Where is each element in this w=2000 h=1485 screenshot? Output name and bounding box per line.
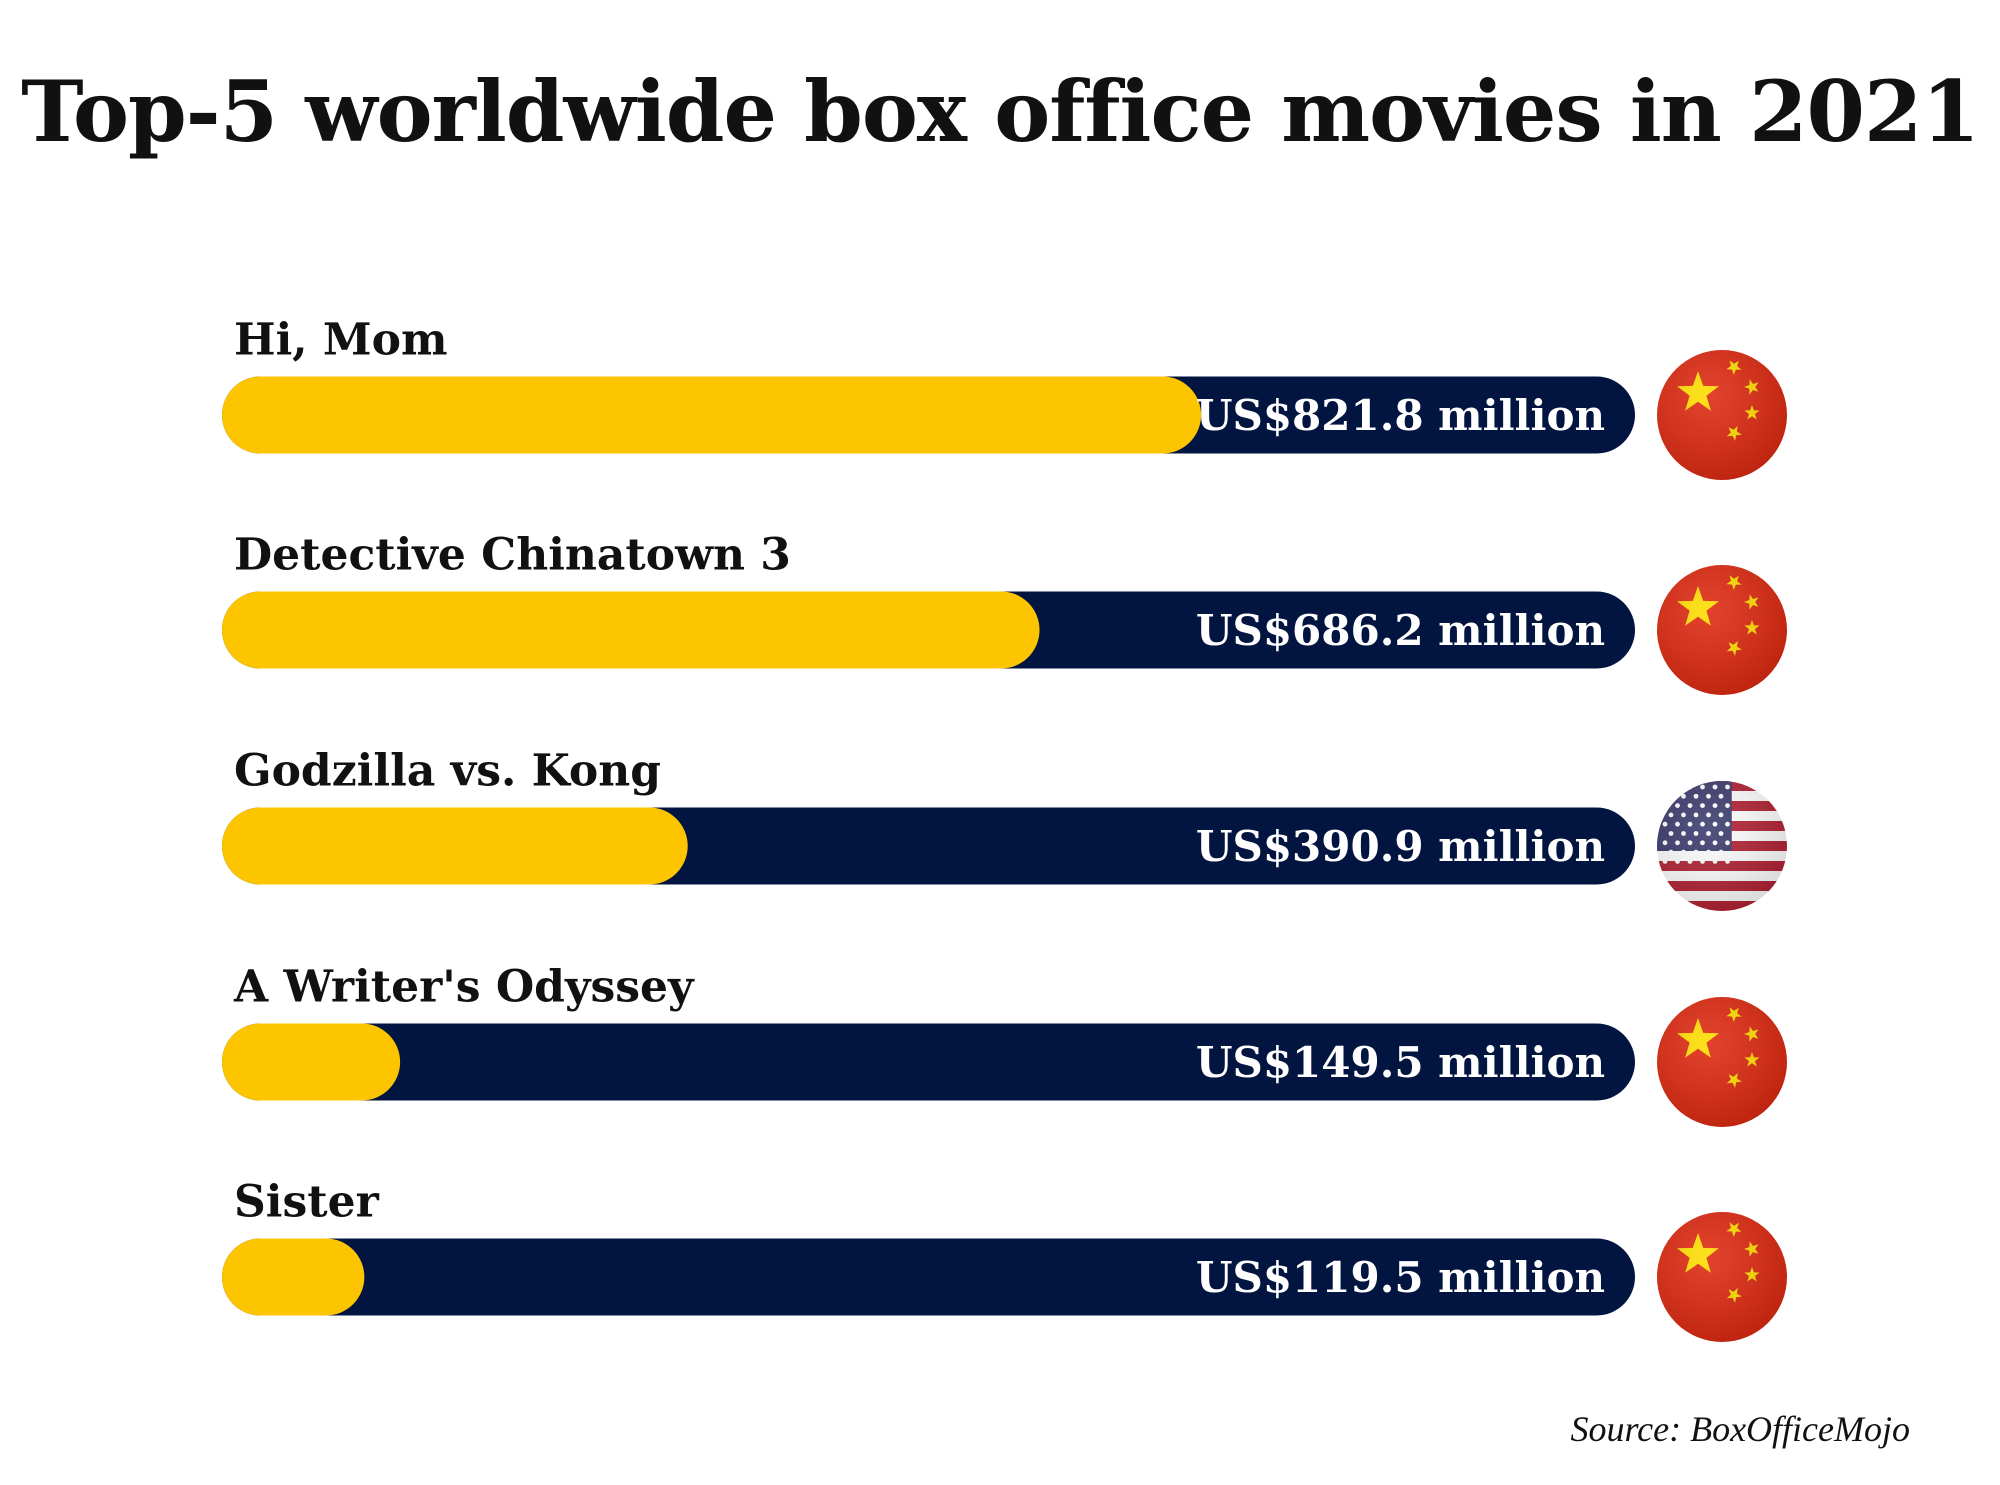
china-flag-icon bbox=[1657, 997, 1787, 1127]
bar-row: Sister US$119.5 million bbox=[222, 1177, 1787, 1342]
category-label: Detective Chinatown 3 bbox=[234, 530, 791, 581]
value-label: US$686.2 million bbox=[1196, 606, 1605, 655]
value-label: US$390.9 million bbox=[1196, 822, 1605, 871]
bar-row: Hi, Mom US$821.8 million bbox=[222, 315, 1787, 480]
bar-track bbox=[222, 1023, 1635, 1101]
bar-track bbox=[222, 1238, 1635, 1316]
value-label: US$149.5 million bbox=[1196, 1038, 1605, 1087]
bar-fill bbox=[222, 376, 1202, 454]
category-label: Sister bbox=[234, 1177, 380, 1228]
bar-fill bbox=[222, 1023, 401, 1101]
bar-fill bbox=[222, 807, 688, 885]
category-label: A Writer's Odyssey bbox=[233, 962, 695, 1013]
usa-flag-icon bbox=[1657, 781, 1787, 911]
bar-row: Detective Chinatown 3 US$686.2 million bbox=[222, 530, 1787, 695]
bar-fill bbox=[222, 1238, 365, 1316]
category-label: Hi, Mom bbox=[234, 315, 448, 366]
china-flag-icon bbox=[1657, 350, 1787, 480]
source-note: Source: BoxOfficeMojo bbox=[1570, 1409, 1910, 1449]
chart-title: Top-5 worldwide box office movies in 202… bbox=[21, 62, 1980, 161]
bar-row: A Writer's Odyssey US$149.5 million bbox=[222, 962, 1787, 1127]
bar-fill bbox=[222, 591, 1040, 669]
value-label: US$821.8 million bbox=[1196, 391, 1605, 440]
value-label: US$119.5 million bbox=[1196, 1253, 1605, 1302]
china-flag-icon bbox=[1657, 565, 1787, 695]
category-label: Godzilla vs. Kong bbox=[234, 746, 661, 797]
bar-row: Godzilla vs. Kong US$390.9 million bbox=[222, 746, 1787, 911]
china-flag-icon bbox=[1657, 1212, 1787, 1342]
